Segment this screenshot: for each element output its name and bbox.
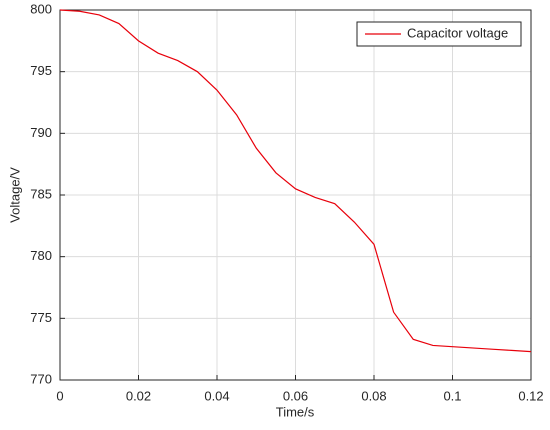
y-tick-label: 795	[30, 63, 52, 78]
legend-label: Capacitor voltage	[407, 25, 508, 40]
y-axis-label: Voltage/V	[7, 167, 22, 223]
x-tick-label: 0	[56, 388, 63, 403]
x-tick-label: 0.04	[204, 388, 229, 403]
x-tick-label: 0.12	[518, 388, 543, 403]
plot-frame	[59, 9, 532, 381]
x-tick-label: 0.1	[443, 388, 461, 403]
x-tick-label: 0.06	[283, 388, 308, 403]
x-tick-label: 0.08	[361, 388, 386, 403]
y-tick-label: 790	[30, 125, 52, 140]
data-line	[59, 9, 532, 353]
x-tick-label: 0.02	[126, 388, 151, 403]
y-tick-label: 785	[30, 186, 52, 201]
y-tick-label: 775	[30, 310, 52, 325]
x-axis-label: Time/s	[276, 404, 315, 419]
y-tick-label: 770	[30, 371, 52, 386]
y-tick-label: 780	[30, 248, 52, 263]
y-tick-label: 800	[30, 1, 52, 16]
